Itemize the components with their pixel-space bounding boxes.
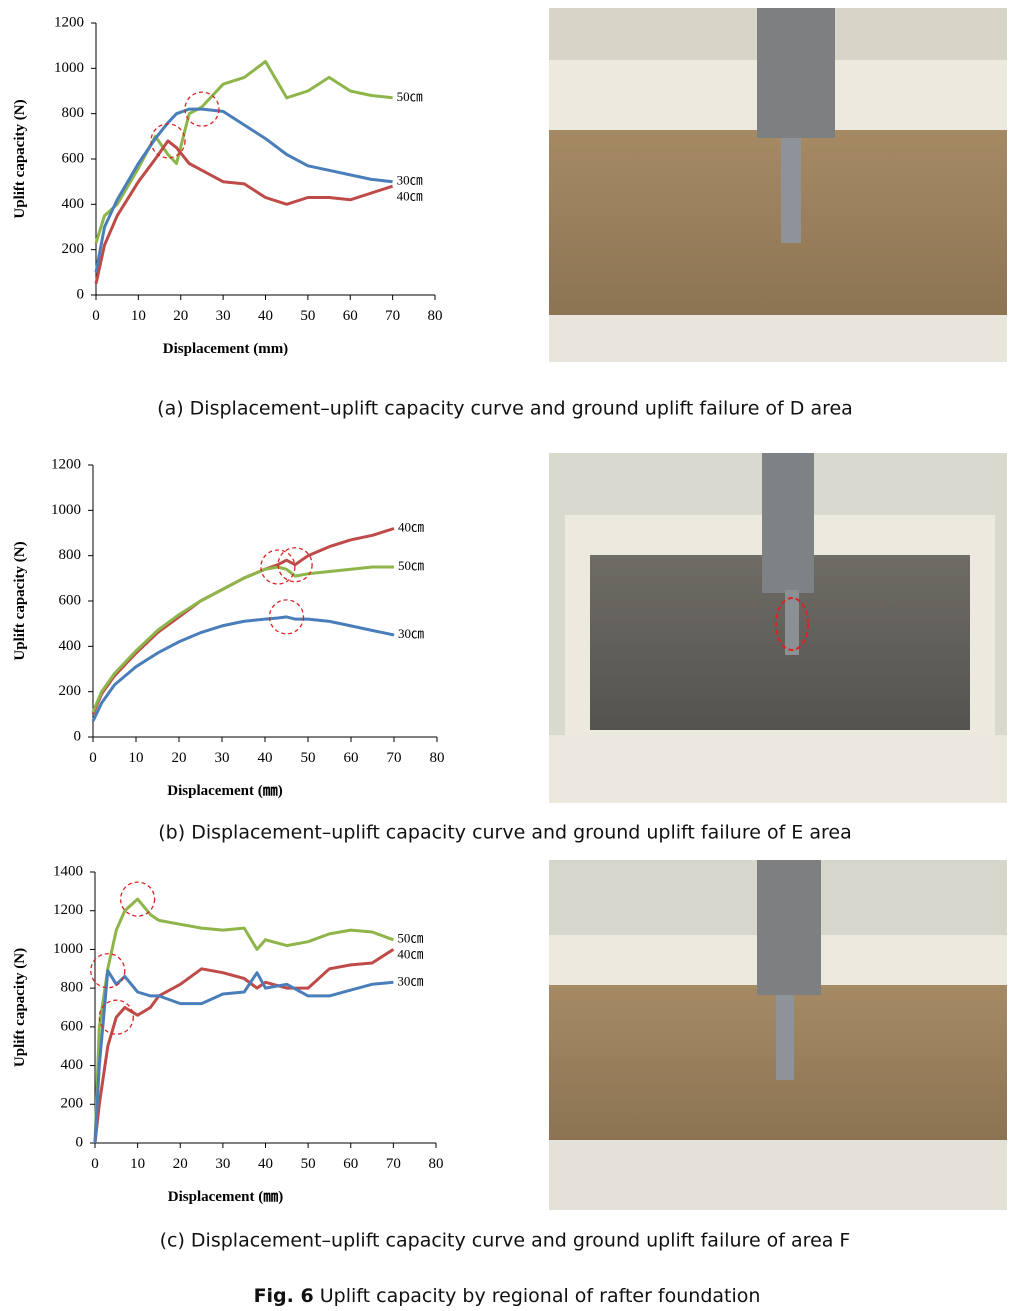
x-tick-label: 20 — [173, 1156, 188, 1172]
y-axis-label: Uplift capacity (N) — [12, 99, 28, 218]
x-tick-label: 10 — [129, 750, 144, 766]
x-tick-label: 50 — [301, 750, 316, 766]
figure-text: Uplift capacity by regional of rafter fo… — [320, 1285, 761, 1307]
x-tick-label: 10 — [131, 308, 146, 324]
y-tick-label: 1200 — [53, 902, 83, 918]
y-tick-label: 0 — [76, 1134, 84, 1150]
series-line — [93, 897, 394, 1144]
x-tick-label: 20 — [173, 308, 188, 324]
highlight-circle — [119, 881, 156, 917]
series-label: 30㎝ — [398, 626, 424, 641]
y-tick-label: 0 — [74, 728, 82, 744]
y-tick-label: 200 — [62, 241, 85, 257]
series-line — [91, 615, 395, 722]
y-tick-label: 600 — [59, 592, 82, 608]
highlight-circle — [150, 123, 186, 159]
y-tick-label: 1000 — [51, 502, 81, 518]
series-label: 40㎝ — [397, 947, 423, 962]
series-label: 50㎝ — [397, 931, 423, 946]
y-tick-label: 1400 — [53, 863, 83, 879]
highlight-circle — [98, 999, 134, 1035]
x-tick-label: 60 — [343, 308, 358, 324]
y-axis-label: Uplift capacity (N) — [12, 948, 28, 1067]
x-tick-label: 70 — [386, 1156, 401, 1172]
highlight-circle — [90, 953, 126, 989]
y-tick-label: 600 — [62, 150, 85, 166]
chart: 0 200 400 600 800 1000 1200 0 10 20 30 40 50 60 70 80 Di… — [12, 14, 443, 357]
series-line — [94, 107, 393, 273]
x-tick-label: 40 — [258, 308, 273, 324]
x-tick-label: 70 — [387, 750, 402, 766]
y-tick-label: 1200 — [54, 14, 84, 30]
chart: 0 200 400 600 800 1000 1200 1400 0 10 20 30 40 50 60 70… — [12, 863, 444, 1205]
y-tick-label: 400 — [59, 638, 82, 654]
photo — [549, 8, 1007, 362]
photo — [549, 453, 1007, 803]
x-tick-label: 0 — [92, 308, 100, 324]
y-tick-label: 200 — [59, 683, 82, 699]
series-label: 30㎝ — [397, 173, 423, 188]
figure-label: Fig. 6 — [254, 1285, 314, 1307]
highlight-circle — [277, 547, 313, 583]
x-tick-label: 80 — [430, 750, 445, 766]
highlight-circle — [260, 549, 296, 585]
chart: 0 200 400 600 800 1000 1200 0 10 20 30 40 50 60 70 80 Di… — [12, 456, 445, 799]
x-tick-label: 50 — [301, 1156, 316, 1172]
x-tick-label: 60 — [344, 750, 359, 766]
y-axis-label: Uplift capacity (N) — [12, 541, 28, 660]
x-tick-label: 30 — [216, 308, 231, 324]
x-axis-label: Displacement (㎜) — [167, 783, 282, 799]
x-tick-label: 10 — [130, 1156, 145, 1172]
series-label: 30㎝ — [397, 973, 423, 988]
x-tick-label: 60 — [343, 1156, 358, 1172]
y-tick-label: 1000 — [53, 941, 83, 957]
series-line — [94, 139, 394, 285]
caption: (b) Displacement–uplift capacity curve a… — [158, 822, 851, 844]
photo — [549, 860, 1007, 1210]
series-label: 40㎝ — [398, 519, 424, 534]
y-tick-label: 800 — [62, 105, 85, 121]
x-tick-label: 30 — [215, 1156, 230, 1172]
x-tick-label: 70 — [385, 308, 400, 324]
series-label: 50㎝ — [397, 89, 423, 104]
x-tick-label: 80 — [428, 308, 443, 324]
y-tick-label: 800 — [61, 980, 84, 996]
y-tick-label: 1000 — [54, 60, 84, 76]
series-line — [94, 60, 393, 244]
highlight-circle — [268, 599, 305, 635]
highlight-circle — [184, 91, 220, 127]
y-tick-label: 200 — [61, 1096, 84, 1112]
caption: (c) Displacement–uplift capacity curve a… — [160, 1230, 851, 1252]
x-tick-label: 0 — [91, 1156, 99, 1172]
y-tick-label: 800 — [59, 547, 82, 563]
caption: (a) Displacement–uplift capacity curve a… — [157, 398, 853, 420]
x-axis-label: Displacement (㎜) — [168, 1189, 283, 1205]
y-tick-label: 0 — [77, 286, 85, 302]
x-tick-label: 40 — [258, 750, 273, 766]
x-tick-label: 30 — [215, 750, 230, 766]
y-tick-label: 400 — [61, 1057, 84, 1073]
x-tick-label: 20 — [172, 750, 187, 766]
y-tick-label: 400 — [62, 196, 85, 212]
series-label: 40㎝ — [397, 189, 423, 204]
series-line — [93, 948, 395, 1144]
x-tick-label: 0 — [89, 750, 97, 766]
x-axis-label: Displacement (mm) — [163, 341, 288, 357]
x-tick-label: 80 — [429, 1156, 444, 1172]
series-line — [93, 969, 394, 1144]
y-tick-label: 600 — [61, 1018, 84, 1034]
series-label: 50㎝ — [398, 558, 424, 573]
series-line — [91, 565, 394, 713]
x-tick-label: 50 — [300, 308, 315, 324]
figure-caption: Fig. 6 Uplift capacity by regional of ra… — [254, 1285, 761, 1307]
x-tick-label: 40 — [258, 1156, 273, 1172]
y-tick-label: 1200 — [51, 456, 81, 472]
